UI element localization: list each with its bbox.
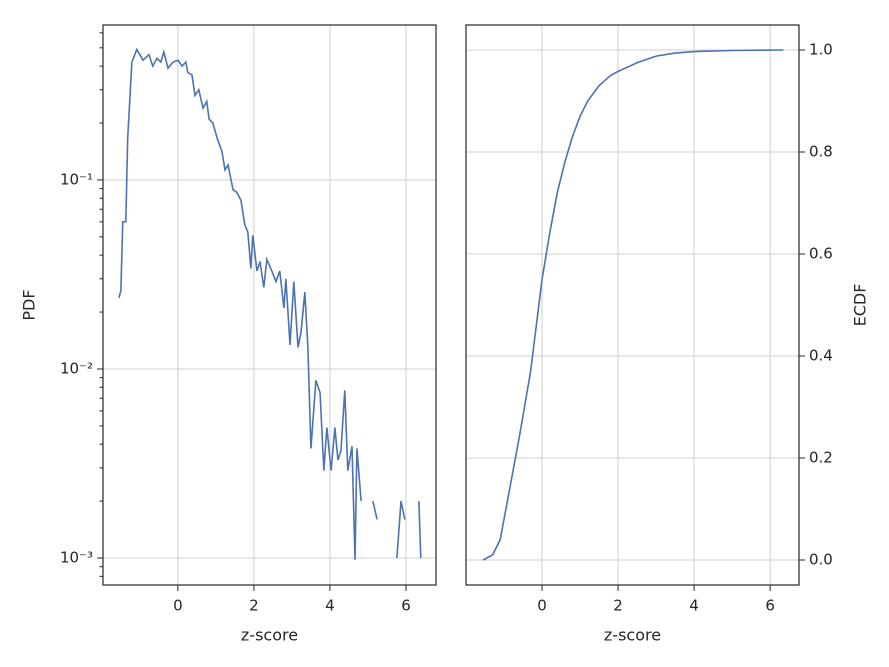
y-tick-label: 0.6: [809, 244, 833, 262]
x-tick-label: 6: [401, 597, 411, 615]
y-tick-label: 0.4: [809, 347, 833, 365]
x-tick-label: 4: [325, 597, 335, 615]
y-axis-label: PDF: [20, 289, 39, 320]
y-tick-label: 1.0: [809, 40, 833, 58]
data-line: [482, 49, 784, 561]
y-tick-label: 10⁻²: [60, 359, 93, 377]
x-tick-label: 6: [765, 597, 775, 615]
x-tick-label: 2: [249, 597, 259, 615]
x-tick-label: 4: [689, 597, 699, 615]
y-tick-label: 10⁻¹: [60, 170, 93, 188]
x-tick-label: 0: [537, 597, 547, 615]
y-tick-label: 0.0: [809, 551, 833, 569]
x-axis-label: z-score: [241, 626, 298, 645]
axes: 0 2 4 6 0.0 0.2 0.4 0.6 0.8 1.0 z-score ECDF: [465, 24, 870, 645]
y-tick-label: 0.8: [809, 142, 833, 160]
x-tick-label: 0: [173, 597, 183, 615]
data-line: [118, 47, 422, 560]
axes-frame: [102, 24, 437, 586]
y-axis-label: ECDF: [851, 284, 870, 327]
x-tick-label: 2: [613, 597, 623, 615]
y-tick-label: 0.2: [809, 449, 833, 467]
x-axis-label: z-score: [604, 626, 661, 645]
y-tick-label: 10⁻³: [60, 549, 93, 567]
axes-frame: [465, 24, 800, 586]
axes: 0 2 4 6 10⁻³ 10⁻² 10⁻¹ z-score PDF: [20, 24, 437, 645]
